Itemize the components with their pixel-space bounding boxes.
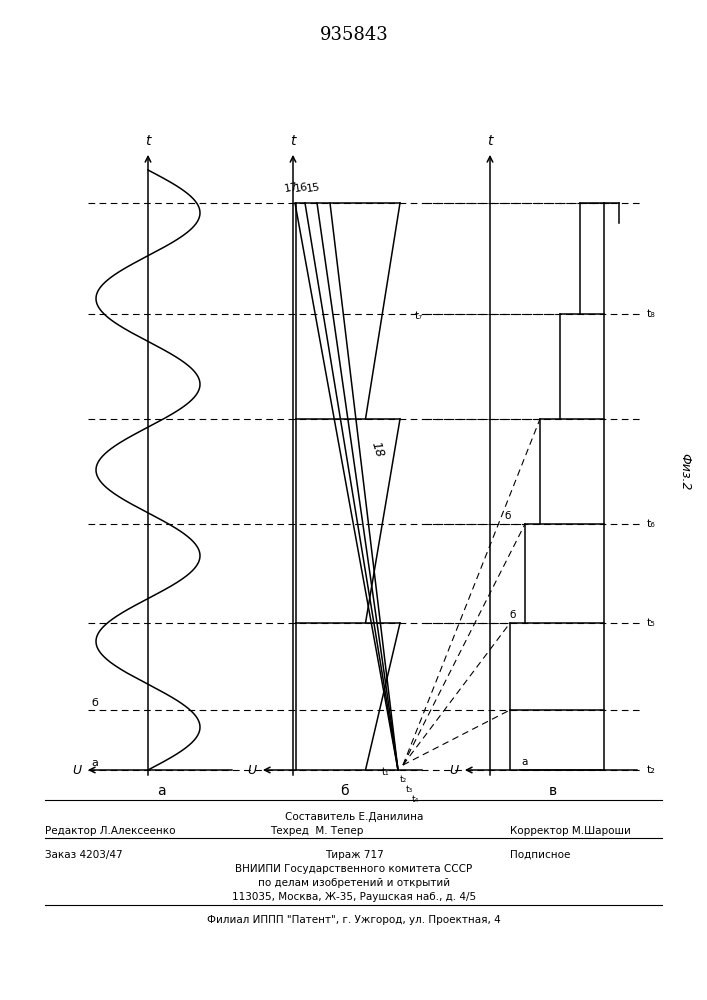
Text: U: U: [247, 764, 257, 776]
Text: 16: 16: [294, 182, 309, 194]
Text: t₃: t₃: [406, 785, 414, 794]
Text: 17: 17: [284, 182, 299, 194]
Text: U: U: [450, 764, 459, 776]
Text: Филиал ИППП "Патент", г. Ужгород, ул. Проектная, 4: Филиал ИППП "Патент", г. Ужгород, ул. Пр…: [207, 915, 501, 925]
Text: а: а: [92, 758, 98, 768]
Text: Корректор М.Шароши: Корректор М.Шароши: [510, 826, 631, 836]
Text: Физ.2: Физ.2: [679, 453, 691, 490]
Text: t₇: t₇: [415, 311, 423, 321]
Text: t₅: t₅: [647, 618, 656, 628]
Text: t₁: t₁: [382, 767, 390, 777]
Text: в: в: [549, 784, 556, 798]
Text: Тираж 717: Тираж 717: [325, 850, 383, 860]
Text: t₈: t₈: [647, 309, 656, 319]
Text: ВНИИПИ Государственного комитета СССР: ВНИИПИ Государственного комитета СССР: [235, 864, 472, 874]
Text: б: б: [510, 610, 516, 620]
Text: 18: 18: [369, 440, 386, 460]
Text: t₆: t₆: [647, 519, 656, 529]
Text: t: t: [291, 134, 296, 148]
Text: t₄: t₄: [412, 795, 419, 804]
Text: б: б: [92, 698, 98, 708]
Text: Заказ 4203/47: Заказ 4203/47: [45, 850, 122, 860]
Text: а: а: [522, 757, 528, 767]
Text: 15: 15: [306, 182, 321, 194]
Text: U: U: [72, 764, 81, 776]
Text: 113035, Москва, Ж-35, Раушская наб., д. 4/5: 113035, Москва, Ж-35, Раушская наб., д. …: [232, 892, 476, 902]
Text: t: t: [145, 134, 151, 148]
Text: Редактор Л.Алексеенко: Редактор Л.Алексеенко: [45, 826, 175, 836]
Text: Подписное: Подписное: [510, 850, 571, 860]
Text: Составитель Е.Данилина: Составитель Е.Данилина: [285, 812, 423, 822]
Text: по делам изобретений и открытий: по делам изобретений и открытий: [258, 878, 450, 888]
Text: t₂: t₂: [647, 765, 656, 775]
Text: Техред  М. Тепер: Техред М. Тепер: [270, 826, 363, 836]
Text: t: t: [487, 134, 493, 148]
Text: б: б: [505, 511, 511, 521]
Text: а: а: [157, 784, 166, 798]
Text: б: б: [339, 784, 349, 798]
Text: t₂: t₂: [400, 775, 407, 784]
Text: 935843: 935843: [320, 26, 388, 44]
